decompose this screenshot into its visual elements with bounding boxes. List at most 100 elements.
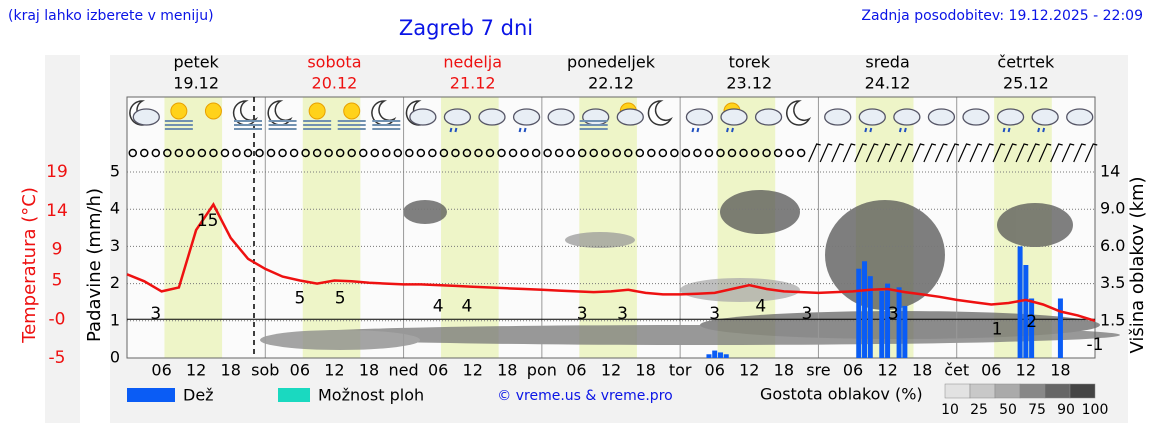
rain-icon: [518, 127, 527, 133]
x-tick-label: 06: [843, 361, 863, 380]
x-tick-label: 12: [463, 361, 483, 380]
calm-wind: [474, 148, 483, 158]
wind-barb: [900, 143, 914, 163]
y-tick-label: 5: [110, 162, 120, 181]
rain-icon: [691, 127, 700, 133]
precipitation-bar: [867, 276, 873, 358]
calm-wind: [624, 148, 633, 158]
x-tick-label: 12: [324, 361, 344, 380]
calm-wind: [600, 148, 610, 158]
cloud-density-field: [260, 190, 1120, 350]
day-date: 23.12: [726, 74, 772, 93]
day-name: ponedeljek: [567, 53, 656, 72]
sun-icon: [343, 102, 361, 120]
cloud-icon: [893, 108, 921, 126]
precipitation-bar: [717, 352, 723, 358]
day-date: 25.12: [1003, 74, 1049, 93]
precipitation-bar: [879, 291, 885, 358]
x-tick-label: 18: [359, 361, 379, 380]
calm-wind: [255, 148, 264, 158]
calm-wind: [382, 148, 391, 158]
day-date: 19.12: [173, 74, 219, 93]
calm-wind: [151, 148, 161, 158]
calm-wind: [681, 148, 691, 158]
calm-wind: [554, 148, 564, 158]
y-tick-label: 3: [110, 236, 120, 255]
cloud-height-tick-label: 14: [1100, 162, 1120, 181]
wind-barb: [946, 143, 960, 163]
cloud-height-tick-label: 9.0: [1100, 199, 1125, 218]
wind-barb: [842, 143, 856, 163]
x-tick-label: sob: [251, 361, 279, 380]
precipitation-bar: [896, 287, 902, 358]
plot-frame: [126, 96, 1096, 359]
temperature-label: 15: [197, 211, 219, 231]
daylight-band: [579, 97, 637, 358]
precipitation-bar: [723, 354, 729, 358]
density-level: 75: [1028, 402, 1046, 418]
temperature-tick-label: -0: [49, 309, 66, 329]
legend-label: Možnost ploh: [318, 386, 424, 405]
calm-wind: [140, 148, 149, 158]
x-tick-label: 18: [497, 361, 517, 380]
cloud-icon: [927, 108, 956, 126]
calm-wind: [324, 148, 333, 158]
calm-wind: [773, 148, 783, 158]
calm-wind: [209, 148, 218, 158]
calm-wind: [451, 148, 460, 158]
rain-icon: [898, 127, 907, 133]
density-level: 25: [970, 402, 988, 418]
calm-wind: [358, 148, 368, 158]
moon-icon: [647, 100, 673, 126]
daylight-band: [441, 97, 499, 358]
calm-wind: [704, 148, 714, 158]
cloud-icon: [132, 108, 160, 126]
calm-wind: [739, 148, 748, 158]
y-tick-label: 0: [110, 348, 120, 367]
density-level: 100: [1082, 402, 1109, 418]
x-tick-label: 12: [601, 361, 621, 380]
wind-barb: [1084, 143, 1098, 163]
wind-barb: [1015, 143, 1029, 163]
moon-icon: [371, 100, 397, 126]
precipitation-bar: [706, 354, 712, 358]
precipitation-bar: [885, 283, 891, 358]
calm-wind: [635, 148, 645, 158]
x-tick-label: 06: [428, 361, 448, 380]
wind-barb: [934, 143, 948, 163]
wind-barb: [1061, 143, 1075, 163]
calm-wind: [232, 148, 241, 158]
x-tick-label: sre: [806, 361, 830, 380]
calm-wind: [750, 148, 760, 158]
calm-wind: [243, 148, 253, 158]
calm-wind: [497, 148, 506, 158]
cloud-icon: [1031, 108, 1059, 126]
day-name: torek: [729, 53, 771, 72]
temperature-tick-label: 5: [52, 271, 63, 291]
cloud-icon: [443, 108, 472, 126]
calm-wind: [289, 148, 299, 158]
calm-wind: [647, 148, 656, 158]
temperature-label: 5: [335, 289, 346, 309]
temperature-label: 3: [709, 304, 720, 324]
day-name: sobota: [307, 53, 361, 72]
x-tick-label: 18: [221, 361, 241, 380]
legend-label: Dež: [183, 386, 214, 405]
wind-barb: [980, 143, 994, 163]
x-tick-label: 06: [151, 361, 171, 380]
calm-wind: [266, 148, 276, 158]
cloud-icon: [1066, 108, 1094, 126]
rain-icon: [864, 127, 873, 133]
precipitation-bar: [1029, 298, 1035, 358]
daylight-band: [302, 97, 361, 358]
day-name: četrtek: [997, 53, 1055, 72]
x-tick-label: 12: [186, 361, 206, 380]
calm-wind: [785, 148, 794, 158]
precipitation-bar: [1057, 298, 1063, 358]
precipitation-bar: [902, 305, 908, 358]
cloud-height-tick-label: 3.5: [1100, 273, 1125, 292]
x-tick-label: 18: [912, 361, 932, 380]
wind-barb: [888, 143, 902, 163]
temperature-label: 4: [755, 296, 766, 316]
calm-wind: [128, 148, 138, 158]
